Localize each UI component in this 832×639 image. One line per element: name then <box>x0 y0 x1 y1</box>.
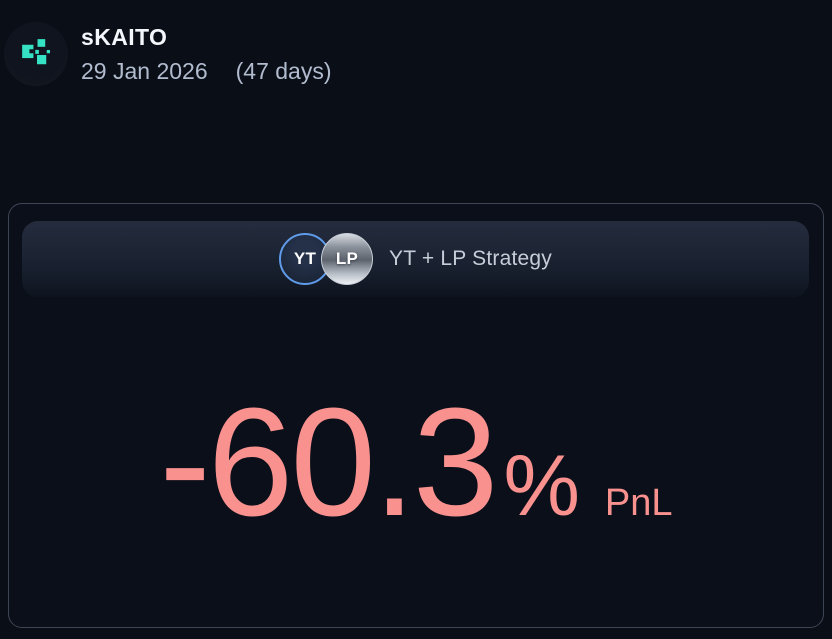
strategy-label: YT + LP Strategy <box>389 247 552 270</box>
pnl-value: -60.3 <box>159 376 498 548</box>
strategy-selector-pill[interactable]: YT LP YT + LP Strategy <box>22 221 809 297</box>
token-date-row: 29 Jan 2026 (47 days) <box>81 58 332 85</box>
kaito-logo-icon <box>21 38 50 64</box>
yt-badge: YT <box>279 233 332 285</box>
lp-badge-label: LP <box>335 249 359 268</box>
days-remaining: (47 days) <box>235 58 332 85</box>
pnl-value-area: -60.3 % PnL <box>9 297 823 627</box>
lp-badge: LP <box>321 233 374 285</box>
token-name: sKAITO <box>81 24 168 50</box>
token-header: sKAITO 29 Jan 2026 (47 days) <box>4 22 332 86</box>
pnl-label: PnL <box>604 482 673 524</box>
strategy-card: YT LP YT + LP Strategy -60.3 % PnL <box>8 203 824 628</box>
maturity-date: 29 Jan 2026 <box>81 58 208 85</box>
token-info: sKAITO 29 Jan 2026 (47 days) <box>81 22 332 85</box>
yt-badge-label: YT <box>293 249 317 268</box>
pnl-value-row: -60.3 % PnL <box>159 385 672 539</box>
strategy-badges: YT LP <box>279 233 374 285</box>
pnl-percent-sign: % <box>503 438 580 534</box>
token-avatar <box>4 22 68 86</box>
